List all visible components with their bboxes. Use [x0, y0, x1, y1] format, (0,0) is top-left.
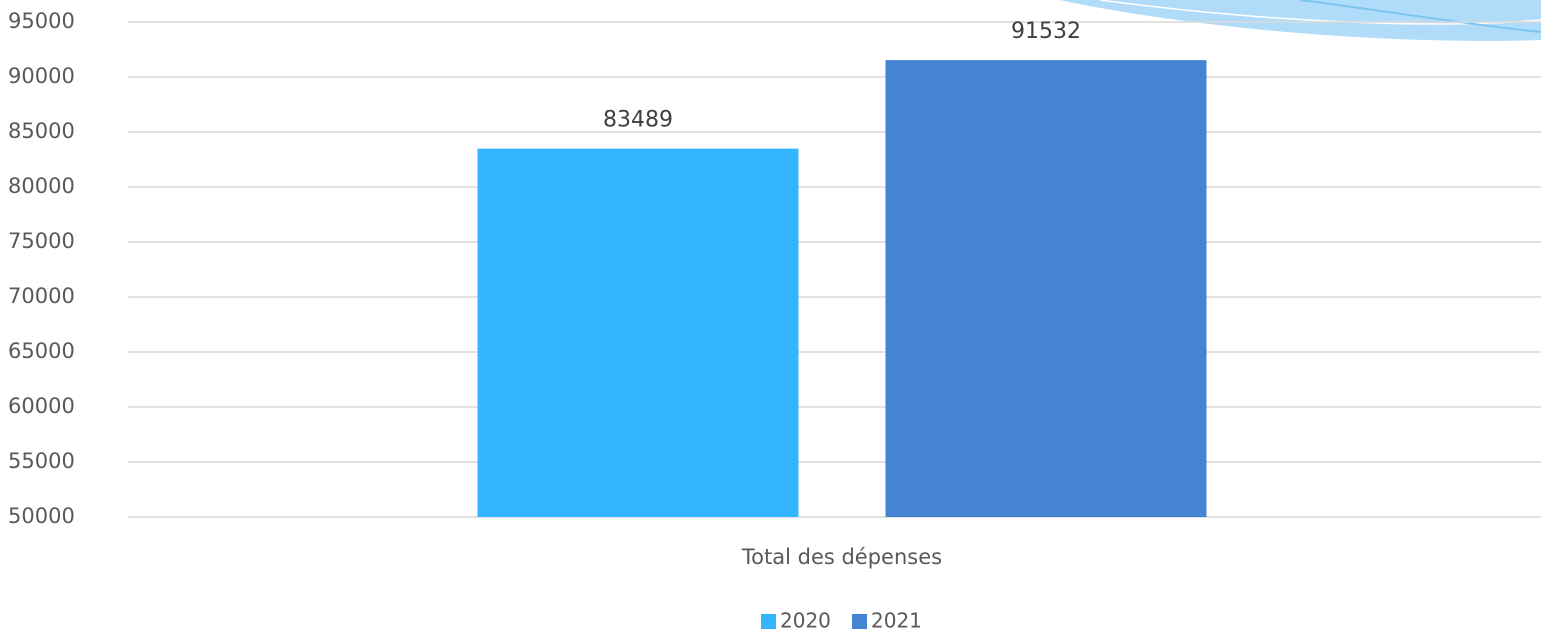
legend-swatch	[852, 614, 867, 629]
y-tick-label: 60000	[8, 394, 75, 418]
y-tick-label: 55000	[8, 449, 75, 473]
decoration	[1060, 0, 1541, 41]
data-label: 83489	[603, 108, 673, 133]
y-tick-label: 50000	[8, 504, 75, 528]
x-tick-label: Total des dépenses	[741, 545, 942, 569]
legend-label: 2021	[871, 609, 922, 632]
legend-swatch	[761, 614, 776, 629]
y-tick-label: 95000	[8, 9, 75, 33]
y-tick-label: 85000	[8, 119, 75, 143]
y-tick-label: 70000	[8, 284, 75, 308]
data-label: 91532	[1011, 19, 1081, 44]
legend-label: 2020	[780, 609, 831, 632]
bar	[477, 148, 799, 517]
bar	[885, 60, 1207, 517]
y-tick-label: 65000	[8, 339, 75, 363]
y-tick-label: 90000	[8, 64, 75, 88]
y-tick-label: 80000	[8, 174, 75, 198]
y-tick-label: 75000	[8, 229, 75, 253]
